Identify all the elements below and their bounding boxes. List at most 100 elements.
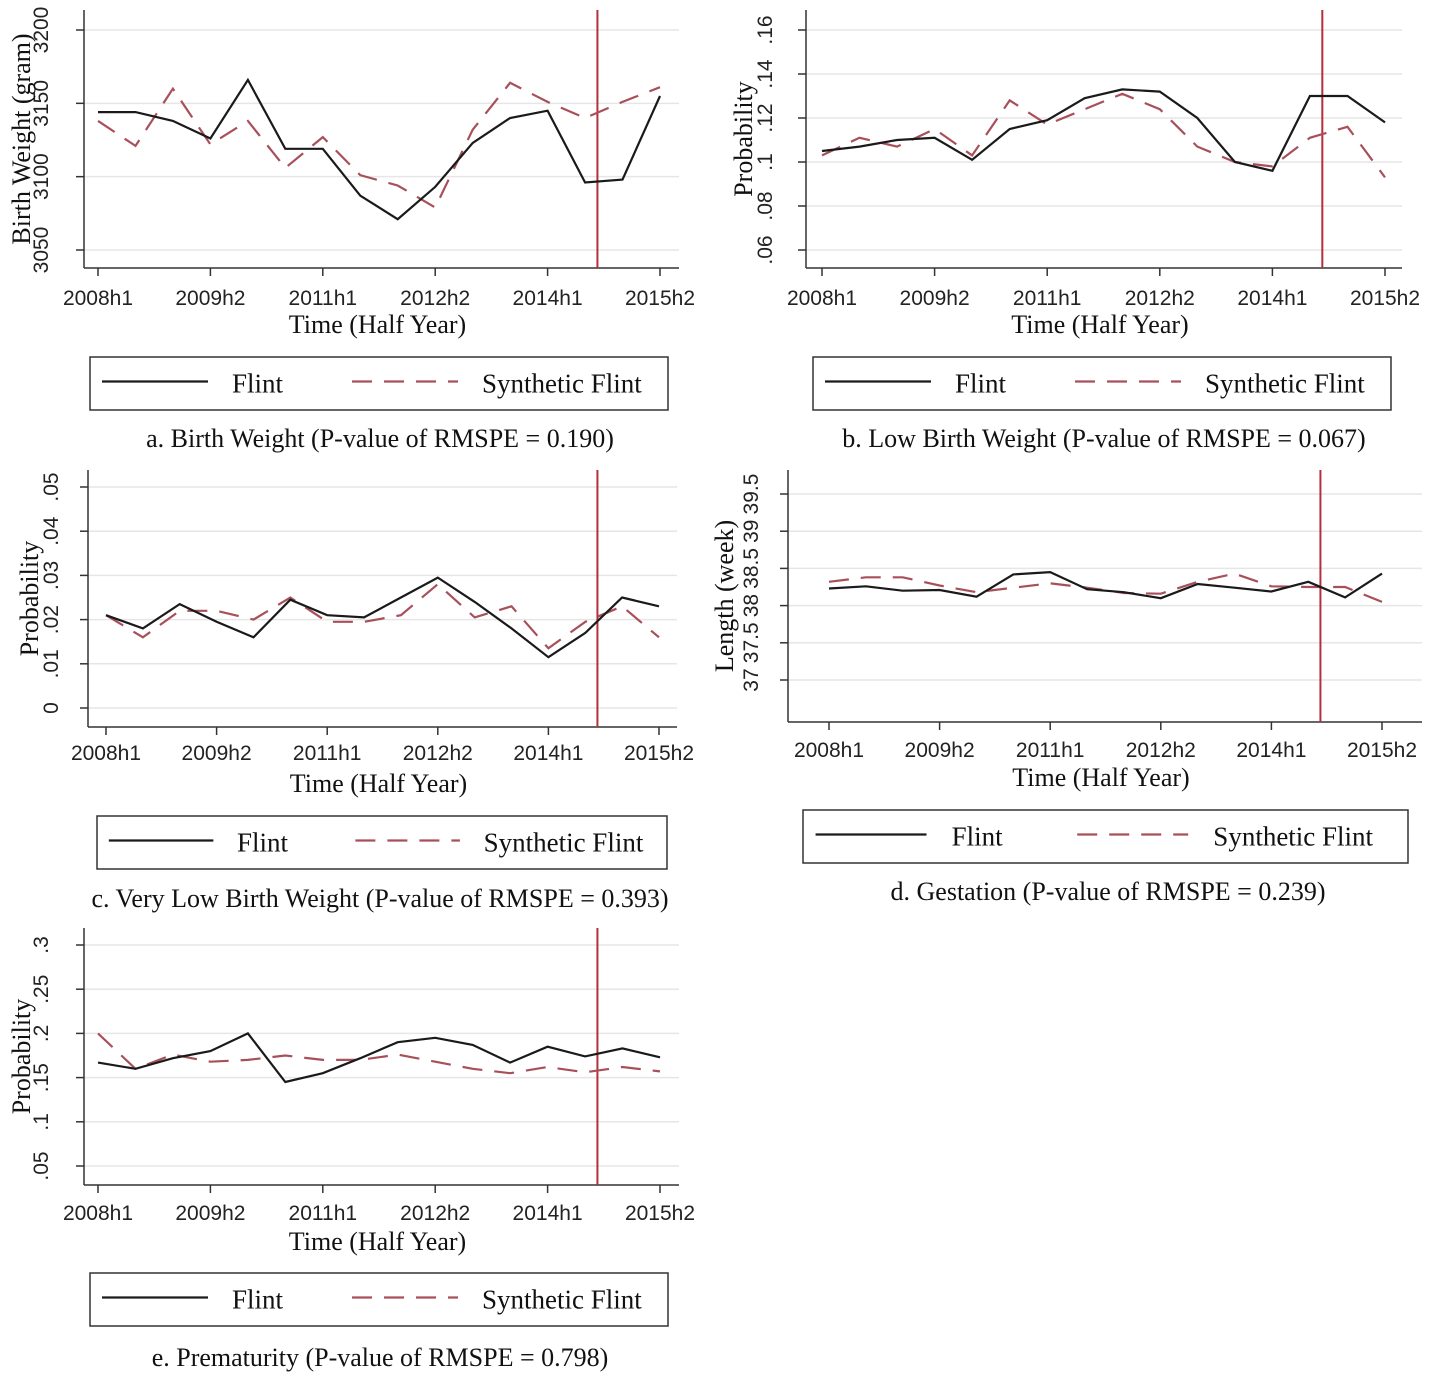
y-tick-label: .25: [30, 975, 53, 1004]
x-axis-title: Time (Half Year): [289, 310, 466, 339]
x-tick-label: 2014h1: [513, 287, 583, 310]
x-tick-label: 2011h1: [289, 287, 358, 310]
series-line-synthetic-flint: [97, 81, 661, 210]
y-tick-label: .3: [30, 936, 53, 954]
x-tick-label: 2009h2: [182, 742, 252, 765]
series-line-synthetic-flint: [828, 572, 1383, 603]
y-tick-label: .08: [754, 191, 777, 220]
y-tick-label: .02: [40, 605, 63, 634]
y-tick-label: .03: [40, 561, 63, 590]
y-axis-title: Birth Weight (gram): [7, 33, 36, 244]
legend-box: [802, 809, 1409, 864]
x-tick-label: 2009h2: [175, 287, 245, 310]
x-tick-label: 2012h2: [1126, 739, 1196, 762]
x-tick-label: 2014h1: [1236, 739, 1306, 762]
y-tick-label: .12: [754, 103, 777, 132]
x-tick-label: 2008h1: [63, 287, 133, 310]
y-tick-label: 37: [740, 668, 763, 691]
series-line-flint: [97, 1032, 661, 1084]
x-tick-label: 2012h2: [403, 742, 473, 765]
chart-panel: .05 .1 .15 .2 .25 .3 2008h1 2009h2 2011h1 2012h2 2…: [7, 928, 695, 1372]
x-tick-label: 2008h1: [794, 739, 864, 762]
series-line-flint: [98, 77, 662, 221]
series-line-synthetic-flint: [821, 92, 1386, 179]
y-tick-label: 3150: [30, 80, 53, 127]
y-tick-label: .06: [754, 235, 777, 264]
x-tick-label: 2015h2: [624, 742, 694, 765]
x-tick-label: 2015h2: [625, 1202, 695, 1225]
y-axis-title: Probability: [729, 81, 758, 197]
y-tick-label: 0: [40, 702, 63, 714]
x-tick-label: 2011h1: [1013, 287, 1082, 310]
panel-caption: d. Gestation (P-value of RMSPE = 0.239): [891, 877, 1326, 906]
legend-box: [89, 1272, 669, 1327]
panel-caption: e. Prematurity (P-value of RMSPE = 0.798…: [152, 1343, 609, 1372]
y-tick-label: 38.5: [740, 548, 763, 589]
chart-panel: 3050 3100 3150 3200 2008h1 2009h2 2011h1 2012h2…: [7, 7, 695, 453]
legend-label-flint: Flint: [232, 369, 284, 399]
y-tick-label: 3050: [30, 227, 53, 274]
y-tick-label: 38: [740, 594, 763, 617]
x-tick-label: 2008h1: [63, 1202, 133, 1225]
legend-label-synthetic-flint: Synthetic Flint: [1213, 822, 1373, 852]
series-line-flint: [821, 88, 1386, 173]
chart-panel: .06 .08 .1 .12 .14 .16 2008h1 2009h2 2011h1 2012h…: [729, 10, 1420, 453]
y-tick-label: .16: [754, 15, 777, 44]
panel-caption: c. Very Low Birth Weight (P-value of RMS…: [91, 884, 668, 913]
legend-label-flint: Flint: [232, 1285, 284, 1315]
y-tick-label: .1: [30, 1113, 53, 1131]
legend-label-synthetic-flint: Synthetic Flint: [482, 369, 642, 399]
y-tick-label: .05: [30, 1151, 53, 1180]
x-tick-label: 2012h2: [1125, 287, 1195, 310]
series-line-flint: [828, 570, 1383, 600]
x-tick-label: 2014h1: [513, 1202, 583, 1225]
chart-panel: 37 37.5 38 38.5 39 39.5 2008h1 2009h2 2011h1 2012…: [710, 470, 1422, 906]
x-tick-label: 2008h1: [71, 742, 141, 765]
legend-label-flint: Flint: [237, 828, 289, 858]
series-line-flint: [105, 576, 660, 659]
y-tick-label: .2: [30, 1025, 53, 1043]
x-axis-title: Time (Half Year): [290, 769, 467, 798]
y-tick-label: 39.5: [740, 474, 763, 515]
legend-label-synthetic-flint: Synthetic Flint: [484, 828, 644, 858]
x-axis-title: Time (Half Year): [1011, 310, 1188, 339]
y-tick-label: .15: [30, 1063, 53, 1092]
y-tick-label: .04: [40, 516, 63, 546]
chart-panel: 0 .01 .02 .03 .04 .05 2008h1 2009h2 2011h1 2012h2…: [15, 470, 694, 913]
y-axis-title: Probability: [7, 999, 36, 1115]
y-tick-label: .05: [40, 472, 63, 501]
y-tick-label: 3100: [30, 153, 53, 200]
x-tick-label: 2009h2: [900, 287, 970, 310]
x-tick-label: 2009h2: [175, 1202, 245, 1225]
legend-label-synthetic-flint: Synthetic Flint: [482, 1285, 642, 1315]
panel-caption: b. Low Birth Weight (P-value of RMSPE = …: [842, 424, 1365, 453]
series-line-synthetic-flint: [105, 582, 660, 650]
y-axis-title: Length (week): [710, 520, 739, 672]
y-tick-label: .01: [40, 649, 63, 678]
x-tick-label: 2011h1: [289, 1202, 358, 1225]
panel-caption: a. Birth Weight (P-value of RMSPE = 0.19…: [146, 424, 614, 453]
legend-label-flint: Flint: [955, 369, 1007, 399]
x-tick-label: 2014h1: [1237, 287, 1307, 310]
series-line-synthetic-flint: [97, 1032, 661, 1075]
x-tick-label: 2011h1: [293, 742, 362, 765]
x-tick-label: 2009h2: [905, 739, 975, 762]
legend-box: [96, 815, 668, 870]
y-tick-label: .1: [754, 153, 777, 171]
x-tick-label: 2014h1: [513, 742, 583, 765]
x-tick-label: 2008h1: [787, 287, 857, 310]
x-axis-title: Time (Half Year): [1012, 763, 1189, 792]
x-tick-label: 2015h2: [1347, 739, 1417, 762]
x-tick-label: 2015h2: [625, 287, 695, 310]
y-tick-label: .14: [754, 59, 777, 89]
y-axis-title: Probability: [15, 541, 44, 657]
legend-label-flint: Flint: [952, 822, 1004, 852]
y-tick-label: 37.5: [740, 622, 763, 663]
y-tick-label: 3200: [30, 7, 53, 54]
legend-box: [89, 356, 669, 411]
x-tick-label: 2012h2: [400, 1202, 470, 1225]
x-tick-label: 2012h2: [400, 287, 470, 310]
x-axis-title: Time (Half Year): [289, 1227, 466, 1256]
legend-box: [812, 356, 1392, 411]
